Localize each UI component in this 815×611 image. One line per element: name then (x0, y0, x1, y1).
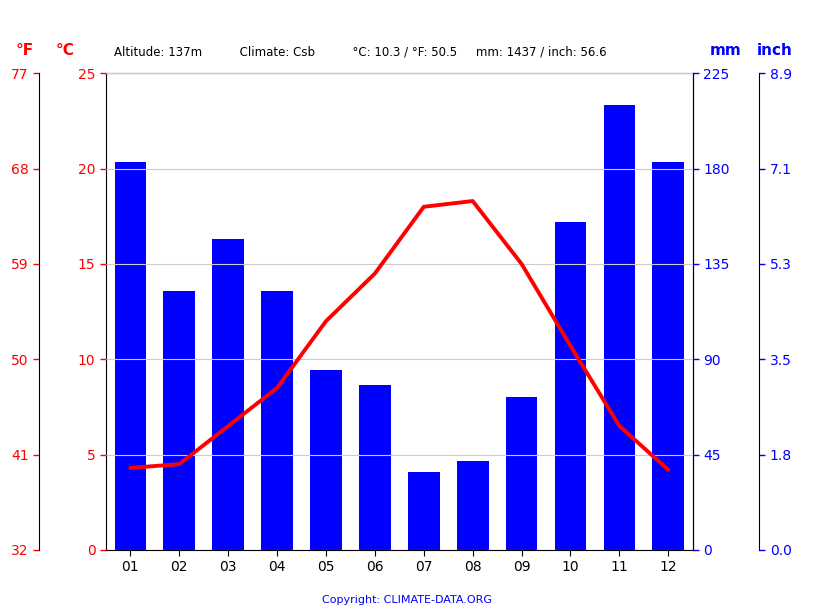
Text: mm: mm (710, 43, 741, 58)
Text: °C: °C (55, 43, 75, 58)
Bar (652, 163, 684, 550)
Text: inch: inch (756, 43, 792, 58)
Bar (359, 385, 391, 550)
Text: Copyright: CLIMATE-DATA.ORG: Copyright: CLIMATE-DATA.ORG (323, 595, 492, 605)
Text: Altitude: 137m          Climate: Csb          °C: 10.3 / °F: 50.5     mm: 1437 /: Altitude: 137m Climate: Csb °C: 10.3 / °… (114, 45, 606, 58)
Bar (212, 238, 244, 550)
Bar (310, 370, 342, 550)
Bar (603, 105, 636, 550)
Bar (163, 291, 196, 550)
Bar (505, 397, 538, 550)
Bar (408, 472, 440, 550)
Bar (554, 222, 586, 550)
Bar (261, 291, 293, 550)
Text: °F: °F (15, 43, 33, 58)
Bar (456, 461, 488, 550)
Bar (114, 163, 147, 550)
